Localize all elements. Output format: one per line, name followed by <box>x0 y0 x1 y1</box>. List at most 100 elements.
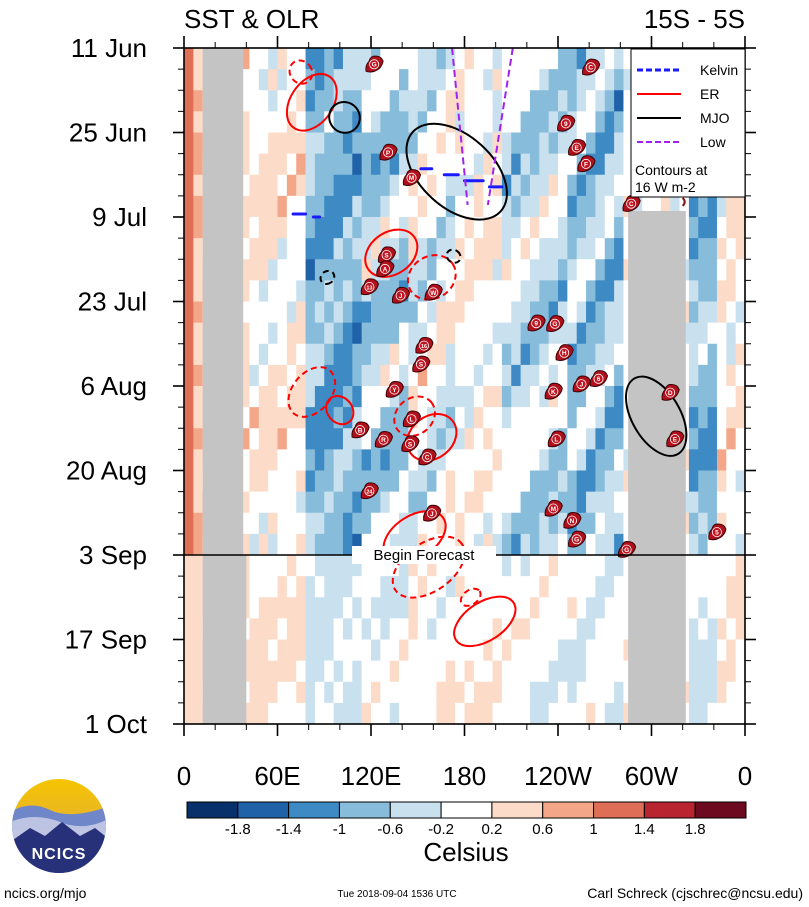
heatmap-cell <box>464 153 475 176</box>
heatmap-cell <box>296 48 307 70</box>
colorbar-swatch <box>237 801 290 819</box>
heatmap-cell <box>698 259 709 281</box>
heatmap-cell <box>707 343 718 366</box>
heatmap-cell <box>576 69 587 91</box>
storm-marker: M <box>402 169 422 186</box>
heatmap-cell <box>286 449 297 472</box>
heatmap-cell <box>286 639 297 662</box>
heatmap-cell <box>511 491 522 514</box>
heatmap-cell <box>445 343 456 366</box>
heatmap-cell <box>529 238 540 260</box>
storm-label: 16 <box>421 344 427 350</box>
heatmap-cell <box>576 597 587 619</box>
heatmap-cell <box>520 618 531 641</box>
heatmap-cell <box>576 111 587 134</box>
heatmap-cell <box>314 597 325 619</box>
heatmap-cell <box>240 322 251 345</box>
heatmap-cell <box>492 576 503 598</box>
heatmap-cell <box>296 259 307 281</box>
heatmap-cell <box>614 259 625 281</box>
heatmap-cell <box>399 660 409 683</box>
heatmap-cell <box>511 576 522 598</box>
heatmap-cell <box>576 48 587 70</box>
heatmap-cell <box>249 343 260 366</box>
heatmap-cell <box>455 533 466 556</box>
heatmap-cell <box>436 681 447 704</box>
er-contour <box>287 366 337 418</box>
heatmap-cell <box>268 470 279 493</box>
heatmap-cell <box>735 681 745 704</box>
heatmap-cell <box>342 301 353 324</box>
heatmap-cell <box>240 217 251 239</box>
heatmap-cell <box>520 217 531 239</box>
axis-ticks <box>173 36 756 736</box>
heatmap-cell <box>595 343 606 366</box>
heatmap-cell <box>492 259 503 281</box>
heatmap-cell <box>333 217 344 239</box>
heatmap-cell <box>539 238 550 260</box>
heatmap-cell <box>389 428 400 450</box>
heatmap-cell <box>184 90 194 112</box>
storm-marker: J <box>391 286 411 304</box>
heatmap-cell <box>623 69 634 91</box>
heatmap-cell <box>193 132 204 155</box>
heatmap-cell <box>436 639 447 662</box>
heatmap-cell <box>726 386 737 408</box>
heatmap-cell <box>511 470 522 493</box>
heatmap-cell <box>240 301 251 324</box>
heatmap-cell <box>249 681 260 704</box>
heatmap-cell <box>286 238 297 260</box>
heatmap-cell <box>445 90 456 112</box>
heatmap-cell <box>361 69 372 91</box>
heatmap-cell <box>501 470 512 493</box>
heatmap-cell <box>445 597 456 619</box>
heatmap-cell <box>333 153 344 176</box>
heatmap-cell <box>286 259 297 281</box>
heatmap-cell <box>399 217 409 239</box>
heatmap-cell <box>520 111 531 134</box>
heatmap-cell <box>698 386 709 408</box>
mjo-contour <box>625 375 688 457</box>
storm-marker: C <box>418 448 437 466</box>
heatmap-cell <box>333 132 344 155</box>
heatmap-cell <box>707 576 718 598</box>
heatmap-cell <box>314 491 325 514</box>
heatmap-cell <box>707 702 718 724</box>
storm-label: G <box>552 321 557 328</box>
heatmap-cell <box>445 428 456 450</box>
heatmap-cell <box>193 343 204 366</box>
heatmap-cell <box>445 217 456 239</box>
heatmap-cell <box>464 174 475 197</box>
heatmap-cell <box>483 491 494 514</box>
heatmap-cell <box>342 174 353 197</box>
heatmap-cell <box>716 702 727 724</box>
heatmap-cell <box>716 322 727 345</box>
heatmap-cell <box>464 639 475 662</box>
heatmap-cell <box>529 576 540 598</box>
heatmap-cell <box>567 491 578 514</box>
heatmap-cell <box>184 470 194 493</box>
heatmap-cell <box>184 512 194 535</box>
heatmap-cell <box>707 364 718 387</box>
heatmap-cell <box>595 470 606 493</box>
heatmap-cell <box>184 618 194 641</box>
heatmap-cell <box>698 343 709 366</box>
heatmap-cell <box>258 533 269 556</box>
heatmap-cell <box>511 280 522 303</box>
er-contour <box>406 254 457 301</box>
heatmap-cell <box>501 555 512 577</box>
heatmap-cell <box>520 407 531 429</box>
colorbar-swatches <box>186 801 747 819</box>
heatmap-cell <box>539 533 550 556</box>
er-contour <box>364 228 419 278</box>
storm-label: G <box>574 537 579 544</box>
heatmap-cell <box>604 48 615 70</box>
heatmap-cell <box>305 555 316 577</box>
heatmap-cell <box>623 153 634 176</box>
heatmap-cell <box>193 48 204 70</box>
heatmap-cell <box>520 449 531 472</box>
heatmap-cell <box>501 660 512 683</box>
heatmap-cell <box>296 512 307 535</box>
heatmap-cell <box>707 660 718 683</box>
